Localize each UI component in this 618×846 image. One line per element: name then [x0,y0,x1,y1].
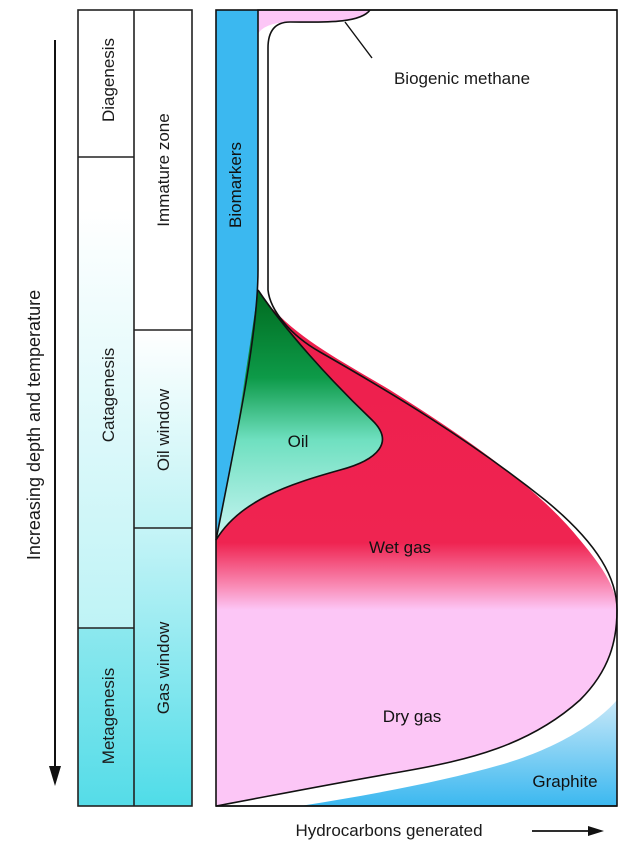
biogenic-methane-label: Biogenic methane [394,69,530,88]
wet-gas-region [216,304,617,610]
dry-gas-region [216,610,617,806]
catagenesis-label: Catagenesis [99,348,118,443]
diagenesis-label: Diagenesis [99,38,118,122]
gas-window-band [134,528,192,806]
biogenic-methane-leader [344,21,373,59]
generation-envelope-curve [215,9,617,541]
metagenesis-label: Metagenesis [99,668,118,764]
oil-region [216,290,383,540]
horizontal-axis-label: Hydrocarbons generated [295,821,482,840]
graphite-region [300,700,617,806]
dry-gas-label: Dry gas [383,707,442,726]
oil-outline-curve [215,289,384,541]
metagenesis-band [78,628,134,806]
horizontal-axis: Hydrocarbons generated [295,821,604,840]
oil-window-label: Oil window [154,388,173,471]
vertical-axis-label: Increasing depth and temperature [24,290,44,560]
hydrocarbon-arrow-head-icon [588,826,604,836]
immature-zone-band [134,10,192,330]
generation-panel: Biomarkers Biogenic methane Oil Wet gas … [215,9,618,807]
panel-frame [215,9,618,807]
depth-arrow-head-icon [49,766,61,786]
graphite-label: Graphite [532,772,597,791]
gas-window-label: Gas window [154,621,173,714]
vertical-axis: Increasing depth and temperature [24,40,61,786]
biomarkers-label: Biomarkers [226,142,245,228]
immature-zone-label: Immature zone [154,113,173,226]
methane-curve [215,9,618,807]
oil-window-band [134,330,192,528]
oil-label: Oil [288,432,309,451]
stage-columns: Diagenesis Catagenesis Metagenesis Immat… [77,9,193,807]
biomarkers-region [216,10,258,540]
wet-gas-label: Wet gas [369,538,431,557]
